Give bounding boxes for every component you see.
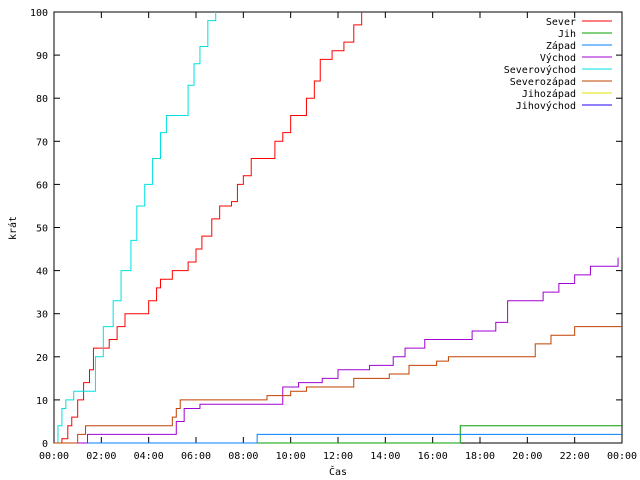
y-axis-title: krát [7, 216, 19, 240]
x-tick-label: 02:00 [86, 451, 116, 462]
x-tick-label: 08:00 [228, 451, 258, 462]
y-tick-label: 40 [36, 267, 48, 278]
legend-label: Jih [558, 29, 576, 40]
series-line-Východ [54, 257, 619, 444]
legend: SeverJihZápadVýchodSeverovýchodSeverozáp… [504, 17, 612, 112]
y-tick-label: 70 [36, 137, 48, 148]
x-tick-label: 20:00 [512, 451, 542, 462]
x-axis: 00:00 02:00 04:00 06:00 08:00 10:00 12:00 14:00… [39, 12, 637, 462]
legend-label: Sever [546, 17, 576, 28]
series-line-Sever [54, 12, 363, 444]
series-line-Severovýchod [54, 12, 217, 444]
y-tick-label: 60 [36, 180, 48, 191]
x-tick-label: 16:00 [418, 451, 448, 462]
series-line-Jih [54, 425, 622, 444]
x-tick-label: 18:00 [465, 451, 495, 462]
x-tick-label: 06:00 [181, 451, 211, 462]
x-tick-label: 10:00 [276, 451, 306, 462]
y-tick-label: 50 [36, 224, 48, 235]
x-tick-label: 12:00 [323, 451, 353, 462]
x-tick-label: 04:00 [134, 451, 164, 462]
series-line-Severozápad [54, 326, 622, 444]
y-tick-label: 90 [36, 51, 48, 62]
legend-label: Východ [540, 52, 576, 64]
y-tick-label: 30 [36, 310, 48, 321]
x-tick-label: 00:00 [39, 451, 69, 462]
y-tick-label: 0 [42, 439, 48, 450]
x-tick-label: 14:00 [370, 451, 400, 462]
x-axis-title: Čas [329, 465, 347, 478]
y-tick-label: 100 [30, 8, 48, 19]
series-layer [54, 12, 622, 444]
y-tick-label: 20 [36, 353, 48, 364]
x-tick-label: 00:00 [607, 451, 637, 462]
legend-label: Západ [546, 40, 576, 52]
y-axis: 0 10 20 30 40 50 60 70 80 90 100 [30, 8, 622, 450]
legend-label: Jihovýchod [516, 100, 576, 112]
y-tick-label: 10 [36, 396, 48, 407]
legend-label: Severozápad [510, 76, 576, 88]
y-tick-label: 80 [36, 94, 48, 105]
legend-label: Severovýchod [504, 64, 576, 76]
series-line-Západ [54, 433, 622, 444]
x-tick-label: 22:00 [560, 451, 590, 462]
legend-label: Jihozápad [522, 88, 576, 100]
